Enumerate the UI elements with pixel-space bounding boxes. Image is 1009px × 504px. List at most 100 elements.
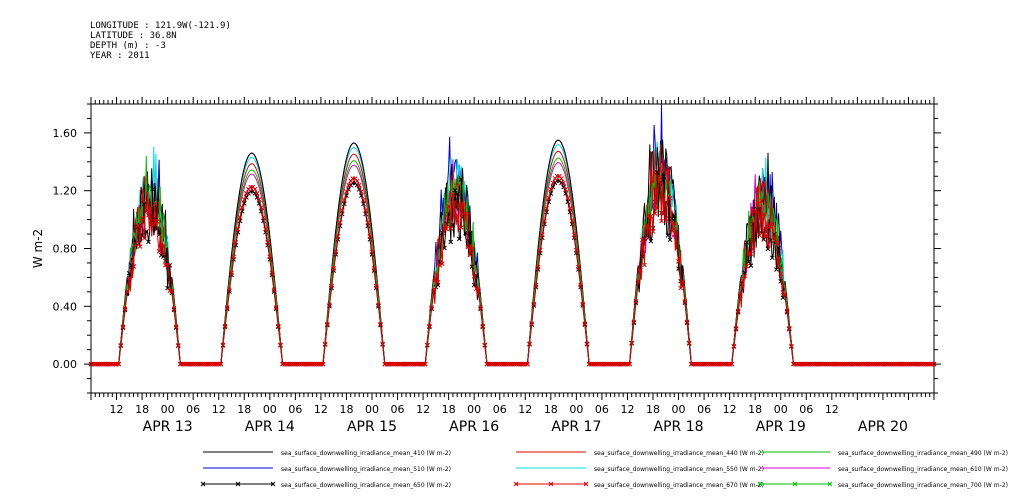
data-point-marker (659, 218, 664, 224)
data-point-marker (444, 226, 449, 232)
data-point-marker (229, 270, 234, 276)
data-point-marker (752, 208, 758, 214)
data-point-marker (763, 233, 769, 239)
data-point-marker (567, 206, 573, 211)
data-point-marker (740, 277, 745, 283)
data-point-marker (774, 240, 779, 246)
data-point-marker (156, 248, 162, 254)
x-tick-label: 12 (825, 403, 839, 416)
data-point-marker (322, 341, 328, 347)
data-point-marker (452, 187, 458, 193)
data-point-marker (669, 228, 675, 233)
data-point-marker (674, 230, 679, 236)
data-point-marker (667, 237, 673, 243)
data-point-marker (454, 212, 460, 218)
x-tick-label: 12 (723, 403, 737, 416)
data-point-marker (648, 213, 654, 219)
data-point-marker (782, 291, 788, 297)
data-point-marker (129, 268, 134, 273)
data-point-marker (252, 186, 258, 192)
data-point-marker (584, 341, 590, 347)
data-point-marker (678, 285, 684, 291)
data-point-marker (765, 242, 771, 247)
data-point-marker (463, 211, 469, 216)
data-point-marker (331, 266, 337, 271)
data-point-marker (227, 287, 232, 293)
data-point-marker (124, 288, 130, 294)
legend-label: sea_surface_downwelling_irradiance_mean_… (594, 466, 764, 473)
data-point-marker (344, 189, 349, 194)
legend-marker-x (513, 481, 519, 487)
legend-marker-x (827, 481, 833, 487)
x-tick-label: 12 (110, 403, 124, 416)
data-point-marker (550, 180, 556, 186)
legend-marker-x (583, 481, 589, 487)
data-point-marker (748, 251, 754, 256)
x-tick-label: 00 (263, 403, 277, 416)
data-point-marker (356, 182, 362, 188)
data-point-marker (482, 342, 488, 348)
legend-marker-x (757, 481, 763, 487)
data-point-marker (231, 254, 236, 260)
legend-item: sea_surface_downwelling_irradiance_mean_… (203, 450, 451, 457)
data-point-marker (429, 305, 434, 310)
legend-item: sea_surface_downwelling_irradiance_mean_… (200, 481, 451, 489)
data-point-marker (680, 279, 686, 284)
legend-label: sea_surface_downwelling_irradiance_mean_… (594, 482, 764, 489)
data-point-marker (467, 252, 473, 257)
data-point-marker (133, 241, 139, 247)
legend-label: sea_surface_downwelling_irradiance_mean_… (281, 466, 451, 473)
data-point-marker (143, 209, 149, 214)
x-tick-label: 06 (595, 403, 609, 416)
data-point-marker (422, 361, 428, 367)
data-point-marker (465, 244, 471, 250)
data-point-marker (671, 213, 677, 219)
data-point-marker (650, 229, 656, 234)
x-tick-label: 00 (161, 403, 175, 416)
data-point-marker (431, 287, 437, 293)
data-point-marker (369, 249, 375, 255)
series-line-1 (91, 139, 934, 365)
x-tick-label: 00 (672, 403, 686, 416)
data-point-marker (265, 239, 271, 245)
data-point-marker (542, 218, 547, 224)
data-point-marker (642, 262, 647, 268)
data-point-marker (580, 301, 586, 307)
y-tick-label: 0.40 (53, 300, 78, 313)
data-point-marker (367, 234, 373, 239)
data-point-marker (337, 220, 343, 225)
data-point-marker (254, 190, 260, 196)
y-tick-label: 0.80 (53, 243, 78, 256)
series-line-6 (91, 159, 934, 365)
data-point-marker (778, 271, 784, 277)
data-point-marker (784, 308, 790, 314)
series-markers-8 (88, 169, 937, 367)
data-point-marker (476, 287, 481, 293)
data-point-marker (256, 197, 262, 202)
data-point-marker (363, 208, 368, 213)
x-day-label: APR 16 (449, 419, 499, 435)
data-point-marker (122, 306, 128, 312)
legend-label: sea_surface_downwelling_irradiance_mean_… (281, 482, 451, 489)
data-point-marker (237, 215, 243, 220)
data-point-marker (537, 247, 543, 253)
series-line-8 (91, 171, 934, 365)
data-point-marker (148, 205, 153, 211)
data-point-marker (139, 215, 145, 221)
data-point-marker (631, 319, 637, 325)
legend-marker-x (792, 481, 798, 487)
data-point-marker (729, 361, 735, 367)
data-point-marker (339, 208, 345, 213)
data-point-marker (571, 232, 577, 238)
data-point-marker (527, 341, 532, 347)
data-point-marker (154, 219, 160, 224)
x-tick-label: 18 (544, 403, 558, 416)
data-point-marker (361, 197, 366, 203)
plot-border (90, 103, 935, 394)
x-tick-label: 06 (697, 403, 711, 416)
data-point-marker (452, 199, 458, 205)
x-tick-label: 18 (135, 403, 149, 416)
x-day-label: APR 18 (654, 419, 704, 435)
data-point-marker (635, 279, 641, 284)
